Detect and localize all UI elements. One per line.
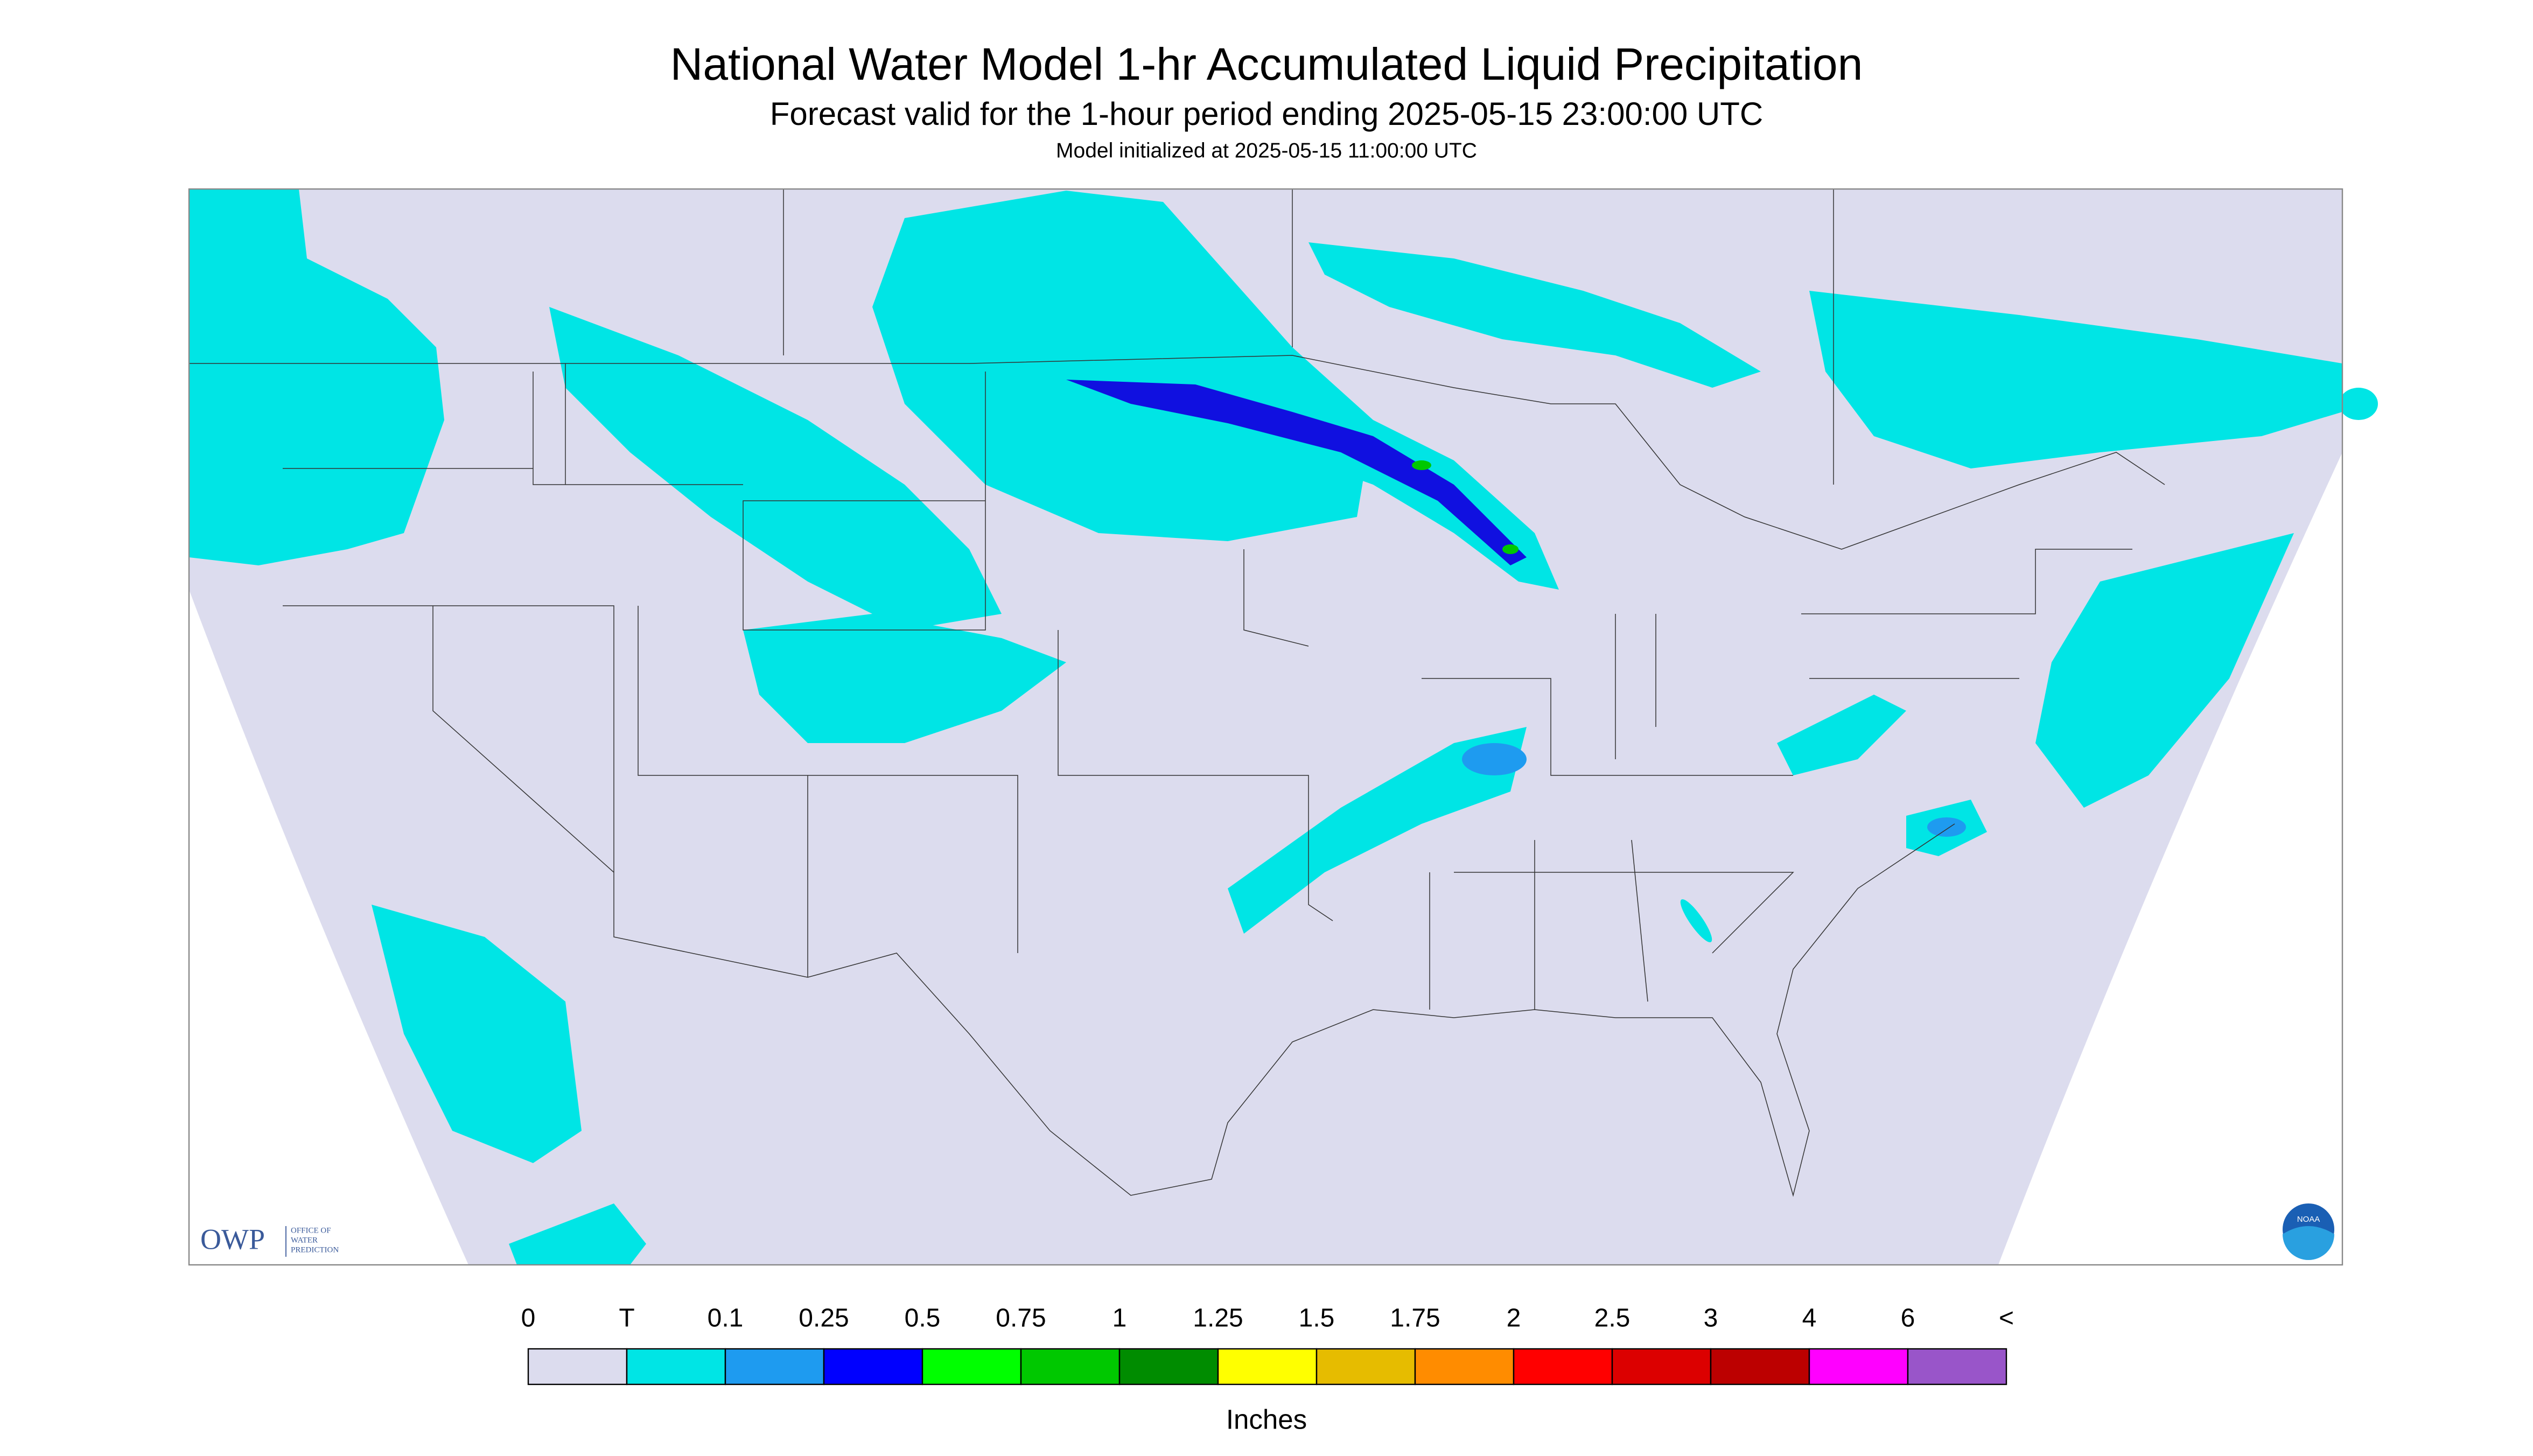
owp-logo-line: WATER: [291, 1236, 318, 1244]
legend-swatch: [1907, 1348, 2007, 1385]
border-line: [283, 189, 1834, 485]
map-frame: [188, 188, 2343, 1266]
precip-area: [509, 1203, 646, 1265]
owp-logo-line: PREDICTION: [291, 1245, 339, 1254]
legend-swatch: [921, 1348, 1022, 1385]
legend-label: T: [619, 1304, 634, 1333]
legend-label: 0.5: [905, 1304, 941, 1333]
precip-area: [743, 614, 1066, 744]
legend-label: 3: [1704, 1304, 1718, 1333]
legend-label: 0.1: [708, 1304, 744, 1333]
noaa-logo: NOAA: [2283, 1203, 2334, 1261]
legend-swatch: [1611, 1348, 1712, 1385]
precip-area: [2339, 388, 2378, 421]
precip-area: [1680, 899, 1712, 942]
legend-unit: Inches: [1226, 1404, 1307, 1434]
owp-logo-text: OWP: [200, 1223, 265, 1255]
legend-label: 0.25: [799, 1304, 849, 1333]
legend-label: 1: [1112, 1304, 1127, 1333]
precip-area: [1066, 380, 1527, 566]
subtitle: Forecast valid for the 1-hour period end…: [770, 96, 1763, 132]
title: National Water Model 1-hr Accumulated Li…: [670, 39, 1863, 89]
precip-area: [1927, 817, 1966, 837]
borders: [189, 189, 2165, 1197]
legend-label: 0: [521, 1304, 536, 1333]
map: OWP OFFICE OF WATER PREDICTION NOAA: [188, 188, 2378, 1266]
legend-label: 1.75: [1390, 1304, 1440, 1333]
precip-area: [1412, 460, 1431, 471]
precip-area: [1309, 242, 1761, 388]
border-line: [283, 605, 1955, 1197]
noaa-logo-wave: [2283, 1226, 2334, 1261]
legend-swatch: [527, 1348, 628, 1385]
owp-logo: OWP OFFICE OF WATER PREDICTION: [200, 1223, 339, 1257]
legend-swatch: [1414, 1348, 1515, 1385]
border-line: [1422, 678, 1794, 1010]
border-line: [432, 606, 614, 873]
precip-area: [549, 307, 1002, 631]
legend-label: 6: [1901, 1304, 1915, 1333]
legend-swatch: [823, 1348, 923, 1385]
init-time: Model initialized at 2025-05-15 11:00:00…: [1056, 139, 1477, 162]
legend-label: <: [1999, 1304, 2014, 1333]
precip-area: [1462, 743, 1527, 776]
border-line: [1615, 549, 2132, 760]
precip-areas: [189, 189, 2378, 1265]
legend-swatch: [1316, 1348, 1416, 1385]
legend-swatch: [1513, 1348, 1613, 1385]
legend-label: 4: [1802, 1304, 1817, 1333]
legend-label: 1.5: [1299, 1304, 1335, 1333]
legend-label: 2: [1507, 1304, 1521, 1333]
legend: 0 T 0.1 0.25 0.5 0.75 1 1.25 1.5 1.75 2 2.5 3 4 6 <: [521, 1304, 2014, 1385]
legend-label: 0.75: [996, 1304, 1046, 1333]
legend-swatch: [724, 1348, 825, 1385]
precip-area: [1502, 544, 1519, 555]
noaa-logo-text: NOAA: [2297, 1215, 2320, 1224]
legend-swatch: [1217, 1348, 1318, 1385]
owp-logo-line: OFFICE OF: [291, 1226, 331, 1235]
legend-swatch: [626, 1348, 726, 1385]
border-line: [638, 372, 1333, 978]
precip-area: [1777, 695, 1906, 776]
legend-swatch: [1020, 1348, 1121, 1385]
precip-area: [1228, 727, 1527, 934]
border-line: [189, 355, 2165, 550]
legend-swatch: [1118, 1348, 1219, 1385]
legend-swatch: [1808, 1348, 1909, 1385]
precip-area: [1809, 291, 2342, 469]
legend-label: 1.25: [1193, 1304, 1243, 1333]
precip-area: [372, 905, 582, 1164]
precip-area: [872, 191, 1373, 542]
precip-area: [1050, 363, 1559, 590]
legend-label: 2.5: [1594, 1304, 1631, 1333]
precip-area: [189, 189, 444, 566]
legend-swatch: [1710, 1348, 1810, 1385]
precip-area: [2035, 533, 2294, 808]
